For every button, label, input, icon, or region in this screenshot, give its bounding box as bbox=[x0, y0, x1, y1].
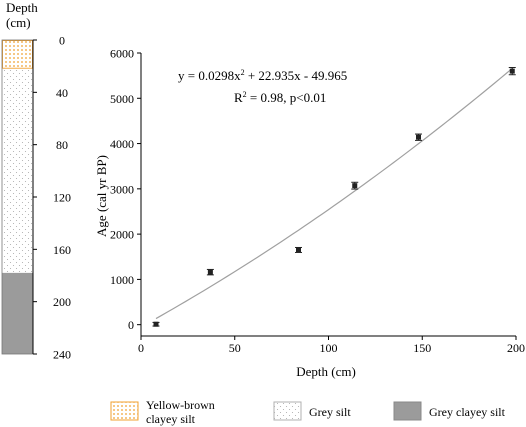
y-tick-label: 0 bbox=[128, 318, 134, 332]
point-marker bbox=[352, 183, 358, 189]
legend-label-grey-clayey-silt: Grey clayey silt bbox=[429, 405, 506, 419]
point-marker bbox=[509, 68, 515, 74]
depth-tick-label: 120 bbox=[53, 191, 71, 205]
depth-tick-label: 80 bbox=[56, 138, 68, 152]
stratigraphic-column: Depth (cm) 0 40 80 120 160 200 240 bbox=[1, 0, 71, 362]
x-axis-label: Depth (cm) bbox=[296, 364, 356, 379]
point-marker bbox=[207, 269, 213, 275]
y-tick-label: 3000 bbox=[110, 182, 134, 196]
data-point bbox=[295, 246, 302, 253]
depth-tick-label: 40 bbox=[56, 86, 68, 100]
data-point bbox=[206, 268, 214, 276]
legend: Yellow-brown clayey silt Grey silt Grey … bbox=[110, 398, 506, 426]
point-marker bbox=[296, 247, 301, 253]
y-tick-label: 4000 bbox=[110, 137, 134, 151]
data-point bbox=[152, 321, 160, 327]
depth-tick-label: 0 bbox=[59, 34, 65, 48]
y-axis-label: Age (cal yr BP) bbox=[94, 155, 109, 237]
legend-label-yellow-brown-1: Yellow-brown bbox=[146, 398, 215, 412]
fit-equation: y = 0.0298x2 + 22.935x - 49.965 bbox=[178, 68, 347, 83]
x-tick-label: 150 bbox=[413, 341, 431, 355]
legend-swatch-grey-clayey-silt bbox=[393, 401, 422, 421]
y-tick-label: 6000 bbox=[110, 47, 134, 61]
x-tick-label: 100 bbox=[320, 341, 338, 355]
legend-label-yellow-brown-2: clayey silt bbox=[146, 412, 196, 426]
y-tick-label: 2000 bbox=[110, 228, 134, 242]
depth-title-line2: (cm) bbox=[6, 15, 31, 30]
legend-label-grey-silt: Grey silt bbox=[309, 405, 351, 419]
legend-swatch-yellow-brown bbox=[110, 401, 139, 421]
legend-swatch-grey-silt bbox=[273, 401, 302, 421]
fit-curve bbox=[155, 67, 513, 320]
age-depth-chart: 0 50 100 150 200 0 1000 2000 3000 4000 5000 6000 y… bbox=[94, 47, 525, 380]
y-tick-label: 1000 bbox=[110, 273, 134, 287]
strat-layer-1 bbox=[2, 68, 33, 273]
x-tick-label: 0 bbox=[138, 341, 144, 355]
data-point bbox=[415, 133, 422, 141]
depth-tick-label: 240 bbox=[53, 348, 71, 362]
depth-tick-label: 200 bbox=[53, 295, 71, 309]
y-tick-label: 5000 bbox=[110, 92, 134, 106]
point-marker bbox=[153, 321, 159, 327]
data-point bbox=[351, 181, 359, 190]
x-tick-label: 200 bbox=[507, 341, 525, 355]
strat-layer-2 bbox=[2, 272, 33, 354]
depth-title-line1: Depth bbox=[6, 0, 38, 15]
strat-layer-0 bbox=[2, 40, 33, 69]
fit-r2: R2 = 0.98, p<0.01 bbox=[234, 90, 326, 105]
depth-tick-label: 160 bbox=[53, 243, 71, 257]
data-point bbox=[508, 66, 516, 76]
x-tick-label: 50 bbox=[229, 341, 241, 355]
point-marker bbox=[416, 134, 421, 140]
